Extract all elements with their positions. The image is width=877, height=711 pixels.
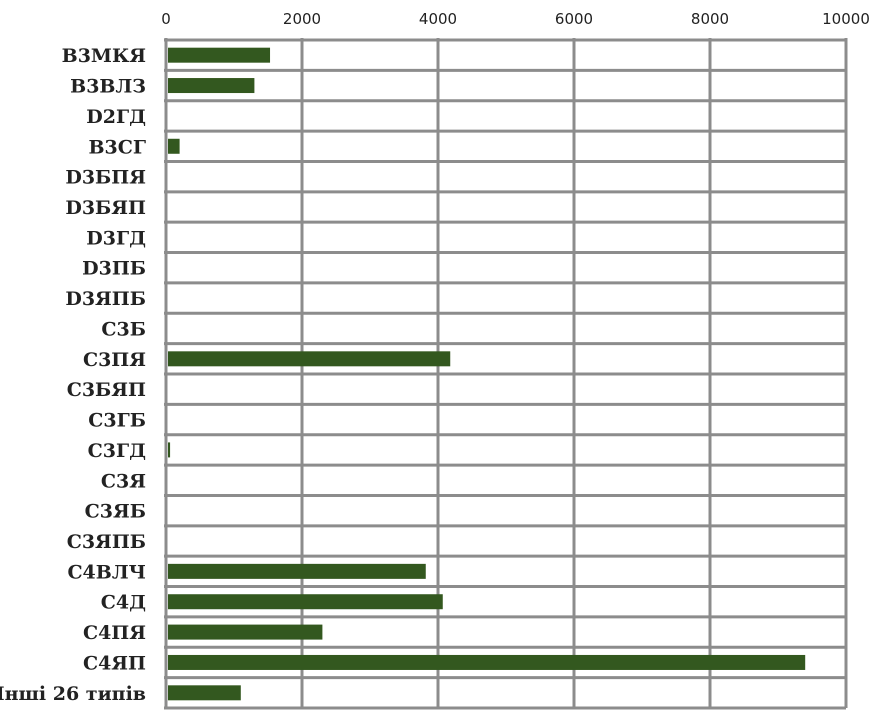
bar [168, 138, 180, 154]
y-category-label: Інші 26 типів [0, 683, 146, 705]
y-category-label: D3ГД [86, 227, 146, 249]
bar [168, 47, 271, 63]
bar [168, 563, 426, 579]
bar [168, 351, 451, 367]
y-category-label: B3ВЛЗ [70, 76, 146, 98]
bar [168, 594, 443, 610]
x-tick-label: 0 [161, 10, 171, 28]
x-tick-label: 10000 [822, 10, 870, 28]
y-category-label: C3Я [101, 470, 146, 492]
y-category-label: C3ПЯ [83, 349, 146, 371]
grid-lines [164, 38, 848, 710]
y-category-label: D2ГД [86, 106, 146, 128]
x-tick-label: 8000 [691, 10, 729, 28]
y-category-label: D3ПБ [82, 258, 146, 280]
y-category-label: C3ГД [88, 440, 146, 462]
bars [168, 47, 806, 701]
bar [168, 654, 806, 670]
bar [168, 442, 171, 458]
bar [168, 78, 255, 94]
y-category-label: C4ЯП [83, 652, 146, 674]
bar [168, 624, 323, 640]
y-category-label: C3ЯБ [85, 501, 146, 523]
x-tick-label: 2000 [283, 10, 321, 28]
x-tick-label: 4000 [419, 10, 457, 28]
y-category-label: C4Д [101, 592, 146, 614]
y-category-label: C4ПЯ [83, 622, 146, 644]
y-category-label: D3БЯП [65, 197, 146, 219]
y-category-label: D3БПЯ [65, 167, 146, 189]
y-category-label: B3МКЯ [62, 45, 146, 67]
y-category-label: B3СГ [88, 136, 146, 158]
bar [168, 685, 241, 701]
y-category-label: D3ЯПБ [65, 288, 146, 310]
x-tick-label: 6000 [555, 10, 593, 28]
y-category-label: C3БЯП [67, 379, 146, 401]
y-category-label: C3Б [101, 318, 146, 340]
y-axis-labels: B3МКЯ B3ВЛЗ D2ГД B3СГ D3БПЯ D3БЯП D3ГД D3ПБ D3ЯП… [0, 45, 146, 705]
x-axis-ticks: 0 2000 4000 6000 8000 10000 [161, 10, 870, 28]
y-category-label: C3ЯПБ [67, 531, 146, 553]
y-category-label: C4ВЛЧ [67, 561, 146, 583]
y-category-label: C3ГБ [88, 410, 146, 432]
